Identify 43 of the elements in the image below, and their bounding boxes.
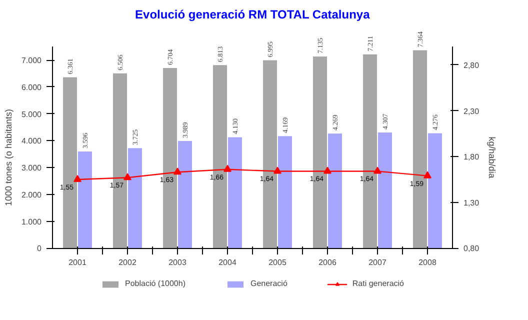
x-tick-label: 2003 — [168, 258, 187, 268]
chart-title: Evolució generació RM TOTAL Catalunya — [135, 8, 370, 22]
y-axis-title: 1000 tones (o habitants) — [3, 108, 14, 206]
point — [424, 171, 432, 178]
bar — [228, 137, 242, 248]
y-tick-label: 3.000 — [21, 164, 42, 173]
bar — [128, 148, 142, 248]
y-tick-label: 7.000 — [21, 56, 42, 66]
bar — [378, 132, 392, 248]
y2-tick-label: 1,30 — [464, 198, 480, 208]
y-tick-label: 2.000 — [21, 190, 42, 200]
point — [374, 166, 382, 174]
bar — [328, 133, 342, 248]
point — [124, 173, 132, 180]
x-tick-label: 2001 — [68, 258, 87, 268]
bar — [178, 141, 192, 248]
legend-label: Generació — [250, 279, 288, 288]
y-tick-label: 6.000 — [21, 82, 42, 92]
x-tick-label: 2004 — [218, 258, 237, 268]
bar — [428, 133, 442, 248]
point — [174, 168, 182, 175]
y2-tick-label: 2,80 — [464, 60, 480, 70]
y2-axis-title: kg/hab/dia — [487, 136, 498, 178]
x-tick-label: 2008 — [418, 258, 437, 268]
point — [224, 164, 232, 172]
bar — [278, 136, 292, 248]
bar — [78, 152, 92, 248]
y2-tick-label: 0,80 — [464, 244, 480, 254]
legend-label: Rati generació — [352, 279, 404, 288]
legend-label: Població (1000h) — [125, 279, 186, 288]
y-tick-label: 1.000 — [21, 217, 42, 226]
y2-tick-label: 1,80 — [464, 152, 480, 162]
x-tick-label: 2005 — [268, 258, 287, 268]
point — [74, 174, 82, 182]
x-tick-label: 2007 — [368, 258, 387, 268]
y2-tick-label: 2,30 — [464, 106, 480, 116]
point — [324, 166, 332, 174]
y-tick-label: 4.000 — [21, 136, 42, 146]
y-tick-label: 0 — [37, 244, 42, 254]
point — [274, 166, 282, 174]
x-tick-label: 2006 — [318, 258, 337, 268]
y-tick-label: 5.000 — [21, 110, 42, 119]
x-tick-label: 2002 — [118, 258, 137, 268]
